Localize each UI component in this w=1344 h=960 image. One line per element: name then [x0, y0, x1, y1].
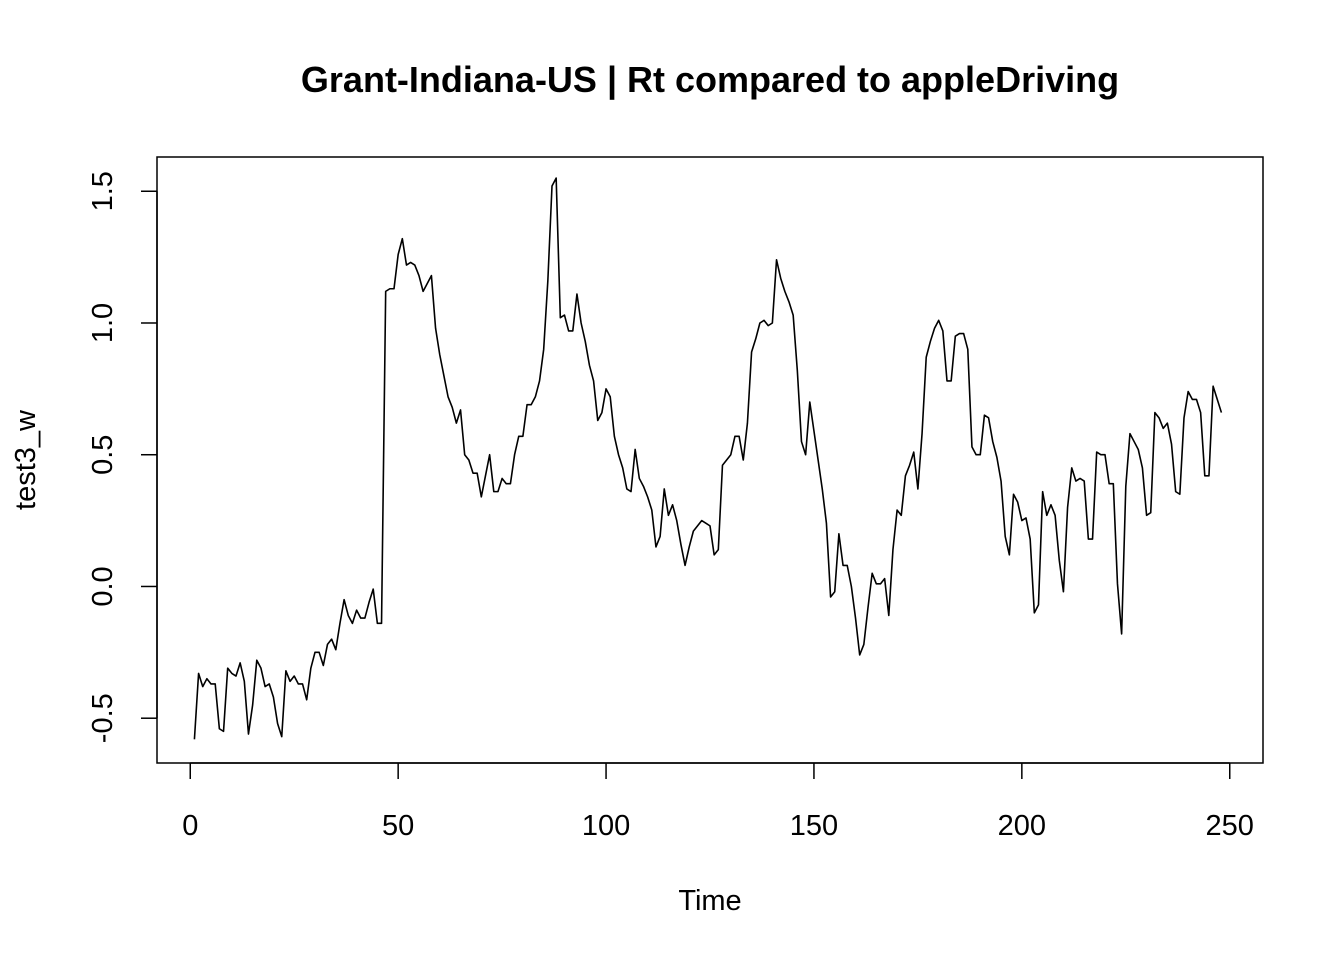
x-axis: 0 50 100 150 200 250	[182, 762, 1254, 842]
x-axis-label: Time	[678, 885, 741, 917]
data-line	[193, 177, 1223, 740]
x-tick-label: 100	[582, 810, 630, 842]
chart-title: Grant-Indiana-US | Rt compared to appleD…	[301, 59, 1119, 101]
y-axis: -0.5 0.0 0.5 1.0 1.5	[87, 171, 158, 743]
y-tick-label: -0.5	[87, 693, 119, 743]
x-tick-label: 250	[1206, 810, 1254, 842]
y-tick-label: 0.5	[87, 435, 119, 475]
x-tick-label: 0	[182, 810, 198, 842]
x-tick-label: 150	[790, 810, 838, 842]
x-tick-label: 200	[998, 810, 1046, 842]
y-tick-label: 0.0	[87, 566, 119, 606]
y-tick-label: 1.0	[87, 303, 119, 343]
y-axis-label: test3_w	[10, 409, 42, 510]
y-tick-label: 1.5	[87, 171, 119, 211]
x-tick-label: 50	[382, 810, 414, 842]
